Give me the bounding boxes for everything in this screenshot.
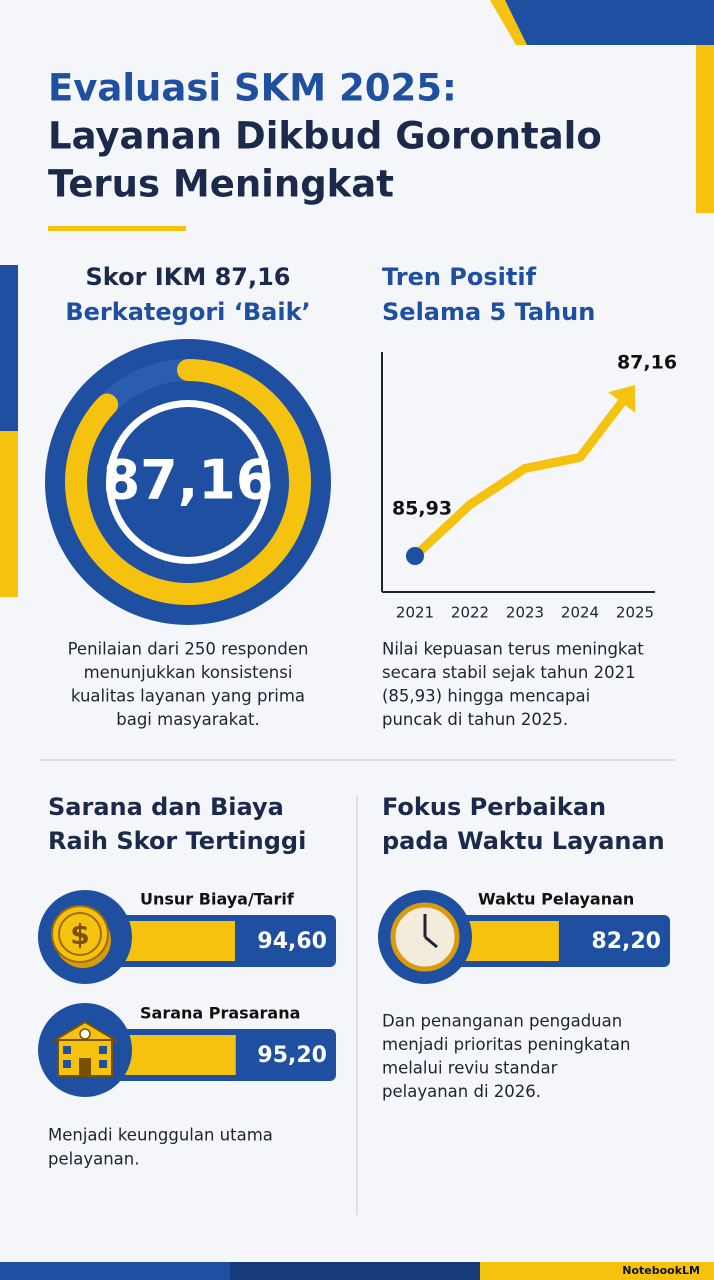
description: secara stabil sejak tahun 2021 [382, 663, 636, 682]
description: pelayanan di 2026. [382, 1082, 541, 1101]
decor-bar [230, 1262, 480, 1280]
description: puncak di tahun 2025. [382, 710, 568, 729]
x-tick-label: 2023 [506, 604, 544, 622]
x-tick-label: 2022 [451, 604, 489, 622]
section-heading: Tren Positif [382, 263, 537, 291]
gauge-label: 87,16 [103, 449, 274, 512]
section-heading: Fokus Perbaikan [382, 793, 606, 821]
section-heading: Selama 5 Tahun [382, 298, 595, 326]
x-tick-label: 2025 [616, 604, 654, 622]
bar-value: 95,20 [257, 1043, 327, 1068]
trend-arrowhead [608, 385, 636, 413]
gauge-center [113, 407, 263, 557]
bar-value: 94,60 [257, 929, 327, 954]
data-label: 87,16 [617, 352, 677, 374]
description: menunjukkan konsistensi [84, 663, 293, 682]
decor-bar [0, 431, 18, 597]
clock-icon [378, 890, 472, 984]
x-tick-label: 2024 [561, 604, 599, 622]
bar-label: Unsur Biaya/Tarif [140, 890, 295, 909]
bar [112, 921, 235, 961]
description: melalui reviu standar [382, 1059, 558, 1078]
brand: NotebookLM [622, 1264, 700, 1277]
coin-icon: $ [38, 890, 132, 984]
decor-bar [480, 1262, 714, 1280]
trend-point [406, 547, 424, 565]
data-label: 85,93 [392, 498, 452, 520]
decor-bar [0, 265, 18, 431]
gauge-arc [65, 359, 311, 605]
description: Nilai kepuasan terus meningkat [382, 640, 644, 659]
description: (85,93) hingga mencapai [382, 687, 590, 706]
decor-bar [696, 45, 714, 213]
title-line: Terus Meningkat [48, 163, 394, 206]
decor-bar [0, 1262, 230, 1280]
description: bagi masyarakat. [116, 710, 260, 729]
section-heading: pada Waktu Layanan [382, 827, 665, 855]
x-tick-label: 2021 [396, 604, 434, 622]
description: pelayanan. [48, 1150, 139, 1169]
description: menjadi prioritas peningkatan [382, 1035, 630, 1054]
svg-text:$: $ [70, 918, 89, 951]
section-heading: Sarana dan Biaya [48, 793, 284, 821]
section-heading: Skor IKM 87,16 [86, 263, 291, 291]
description: Menjadi keunggulan utama [48, 1126, 273, 1145]
description: Dan penanganan pengaduan [382, 1012, 622, 1031]
bar-label: Sarana Prasarana [140, 1004, 300, 1023]
bar-label: Waktu Pelayanan [478, 890, 634, 909]
title-underline [48, 226, 186, 231]
section-heading: Raih Skor Tertinggi [48, 827, 306, 855]
decor-block [505, 0, 714, 45]
bar [112, 1035, 236, 1075]
building-icon [38, 1003, 132, 1097]
trend-line [411, 399, 626, 560]
section-heading: Berkategori ‘Baik’ [65, 298, 310, 326]
description: Penilaian dari 250 responden [68, 640, 309, 659]
bar-value: 82,20 [591, 929, 661, 954]
description: kualitas layanan yang prima [71, 687, 305, 706]
title-line: Layanan Dikbud Gorontalo [48, 115, 602, 158]
title-line: Evaluasi SKM 2025: [48, 67, 457, 110]
